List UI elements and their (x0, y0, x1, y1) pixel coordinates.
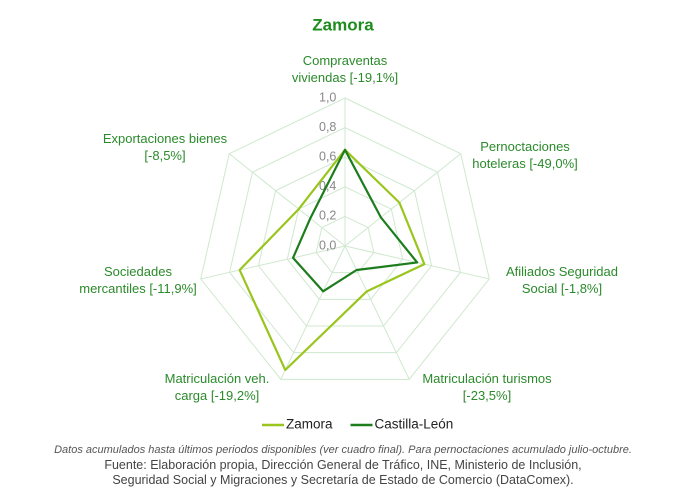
y-tick-label: 0,6 (319, 149, 336, 163)
legend-label: Castilla-León (375, 417, 454, 432)
axis-spoke (344, 245, 410, 380)
axis-spoke (228, 153, 346, 247)
y-tick-label: 1,0 (319, 90, 336, 104)
y-tick-label: 0,8 (319, 120, 336, 134)
axis-spoke (280, 245, 346, 380)
category-label: Matriculación turismos [-23,5%] (422, 371, 552, 403)
category-label: Exportaciones bienes [-8,5%] (103, 131, 228, 163)
grid-line (200, 97, 490, 380)
note: Datos acumulados hasta últimos periodos … (54, 444, 632, 456)
y-tick-label: 0,0 (319, 238, 336, 252)
category-label: Pernoctaciones hoteleras [-49,0%] (472, 139, 578, 171)
y-tick-label: 0,2 (319, 209, 336, 223)
axis-spoke (344, 153, 462, 247)
grid-line (229, 127, 461, 354)
grid-line (315, 215, 375, 274)
category-label: Afiliados Seguridad Social [-1,8%] (506, 264, 618, 296)
category-label: Matriculación veh. carga [-19,2%] (165, 371, 270, 403)
source: Fuente: Elaboración propia, Dirección Ge… (104, 458, 582, 487)
grid-line (257, 156, 433, 327)
category-label: Sociedades mercantiles [-11,9%] (79, 264, 197, 296)
series-line (238, 148, 426, 372)
series-line (291, 148, 419, 293)
chart-title: Zamora (312, 15, 374, 34)
category-label: Compraventas viviendas [-19,1%] (292, 53, 398, 85)
grid-line (286, 186, 404, 300)
axis-spoke (200, 245, 346, 280)
legend-label: Zamora (286, 417, 333, 432)
